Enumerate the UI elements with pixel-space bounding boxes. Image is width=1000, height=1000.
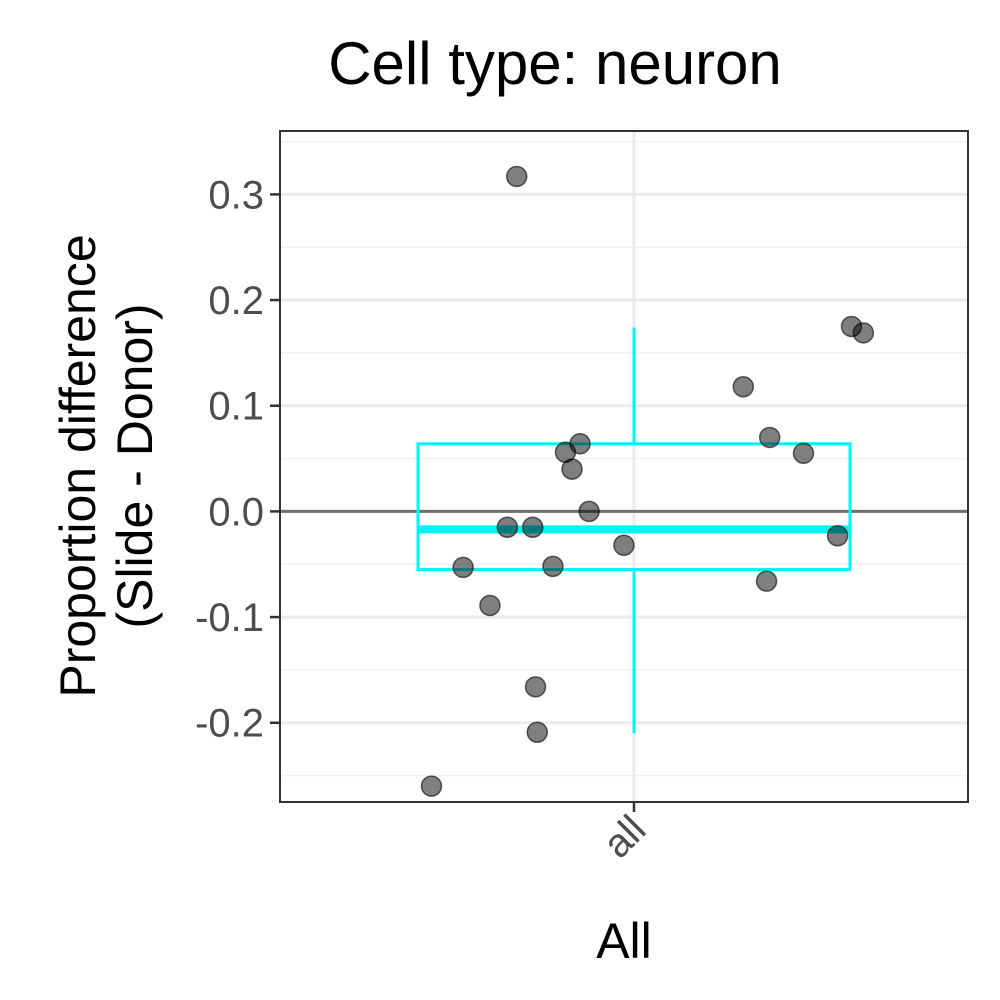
y-tick-label: -0.1 — [195, 596, 264, 640]
plot-border — [279, 130, 969, 803]
data-point — [852, 322, 875, 344]
data-point — [521, 516, 544, 539]
y-tick-label: 0.0 — [208, 490, 264, 534]
data-point — [420, 775, 443, 797]
plot-panel — [280, 131, 968, 802]
data-point — [526, 721, 549, 744]
data-point — [758, 426, 781, 449]
y-axis-title-line-1: Proportion difference — [50, 234, 106, 697]
data-point — [755, 570, 778, 592]
data-point — [505, 165, 528, 188]
data-point — [479, 594, 501, 617]
data-point — [826, 524, 849, 547]
data-point — [542, 555, 564, 578]
y-axis: -0.2 -0.1 0.0 0.1 0.2 0.3 — [195, 173, 280, 746]
box-plot — [416, 327, 852, 734]
data-point — [524, 676, 547, 698]
data-points — [420, 165, 875, 797]
y-tick-label: -0.2 — [195, 702, 264, 746]
x-axis-title: All — [596, 913, 652, 969]
y-tick-label: 0.1 — [208, 385, 264, 429]
data-point — [578, 500, 600, 523]
data-point — [452, 556, 474, 579]
x-axis: all — [595, 802, 654, 867]
data-point — [613, 534, 635, 556]
y-tick-label: 0.3 — [208, 173, 264, 217]
panel-border — [279, 130, 969, 803]
data-point — [561, 458, 583, 480]
y-axis-title: Proportion difference (Slide - Donor) — [50, 234, 163, 697]
y-tick-label: 0.2 — [208, 279, 264, 323]
x-tick-label: all — [595, 807, 654, 866]
panel-background — [280, 131, 968, 802]
chart-title: Cell type: neuron — [328, 30, 782, 97]
interquartile-box — [416, 442, 852, 572]
data-point — [732, 375, 755, 398]
y-axis-title-line-2: (Slide - Donor) — [107, 303, 163, 628]
data-point — [792, 442, 815, 465]
data-point — [496, 516, 519, 539]
